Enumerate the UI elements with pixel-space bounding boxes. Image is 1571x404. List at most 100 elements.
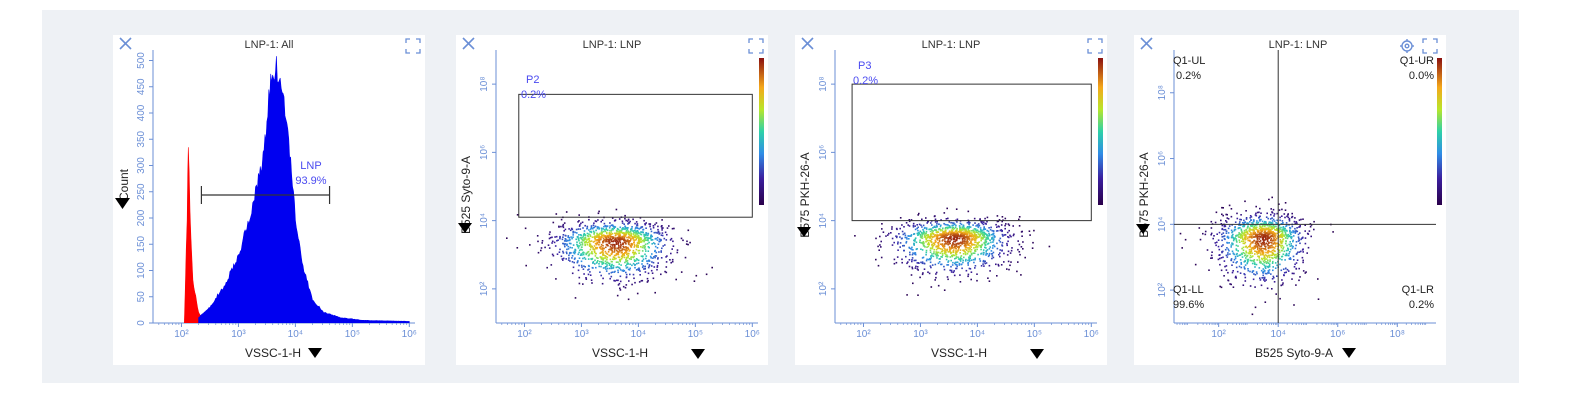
data-point bbox=[1221, 228, 1223, 231]
data-point bbox=[1253, 236, 1255, 238]
data-point bbox=[1240, 252, 1243, 255]
x-axis-menu-triangle-down-icon[interactable] bbox=[1342, 348, 1356, 358]
data-point bbox=[943, 252, 946, 255]
data-point bbox=[984, 262, 986, 265]
x-tick-label: 10⁶ bbox=[745, 329, 760, 340]
scatter-card-p2[interactable]: LNP-1: LNP 10² 10⁴ 10⁶ 10⁸ 10² 10³ 10⁴ 10⁵ 10⁶ … bbox=[456, 35, 768, 365]
data-point bbox=[962, 225, 965, 227]
data-point bbox=[970, 234, 972, 236]
data-point bbox=[625, 273, 628, 276]
data-point bbox=[973, 247, 975, 249]
data-point bbox=[598, 237, 601, 240]
data-point bbox=[594, 259, 596, 262]
data-point bbox=[915, 259, 917, 262]
data-point bbox=[705, 273, 708, 276]
data-point bbox=[937, 254, 939, 257]
data-point bbox=[642, 265, 644, 267]
data-point bbox=[566, 252, 568, 255]
data-point bbox=[968, 232, 971, 235]
quadrant-card[interactable]: LNP-1: LNP 10² 10⁴ 10⁶ 10⁸ 10² 10⁴ 10⁶ 10⁸ Q1-… bbox=[1134, 35, 1446, 365]
data-point bbox=[942, 236, 944, 239]
data-point bbox=[1268, 263, 1271, 266]
data-point bbox=[945, 234, 948, 236]
data-point bbox=[963, 231, 966, 234]
data-point bbox=[643, 233, 645, 236]
plot-title: LNP-1: LNP bbox=[1269, 39, 1328, 51]
data-point bbox=[1249, 217, 1251, 219]
scatter-card-p3[interactable]: LNP-1: LNP 10² 10⁴ 10⁶ 10⁸ 10² 10³ 10⁴ 10⁵ 10⁶ … bbox=[795, 35, 1107, 365]
data-point bbox=[616, 240, 618, 242]
y-axis-menu-triangle-down-icon[interactable] bbox=[1136, 224, 1150, 234]
data-point bbox=[1282, 227, 1284, 229]
expand-icon[interactable] bbox=[1422, 38, 1438, 54]
data-point bbox=[605, 225, 607, 227]
data-point bbox=[959, 229, 961, 231]
data-point bbox=[655, 222, 658, 224]
data-point bbox=[957, 234, 960, 236]
data-point bbox=[959, 222, 962, 225]
x-tick-label: 10⁴ bbox=[288, 329, 303, 340]
data-point bbox=[1270, 246, 1272, 249]
data-point bbox=[597, 226, 600, 229]
data-point bbox=[1278, 227, 1281, 229]
data-point bbox=[977, 223, 980, 225]
quadrant-label-name: Q1-UL bbox=[1173, 55, 1205, 67]
data-point bbox=[1007, 236, 1009, 238]
data-point bbox=[904, 234, 907, 237]
data-point bbox=[635, 252, 637, 255]
data-point bbox=[581, 254, 583, 256]
close-icon[interactable] bbox=[119, 37, 132, 50]
gear-icon[interactable] bbox=[1400, 39, 1414, 53]
data-point bbox=[1271, 242, 1273, 244]
data-point bbox=[1267, 234, 1269, 236]
x-axis-menu-triangle-down-icon[interactable] bbox=[308, 348, 322, 358]
close-icon[interactable] bbox=[462, 37, 475, 50]
y-axis-menu-triangle-down-icon[interactable] bbox=[115, 198, 130, 209]
close-icon[interactable] bbox=[801, 37, 814, 50]
data-point bbox=[622, 242, 624, 244]
data-point bbox=[1240, 234, 1243, 237]
data-point bbox=[590, 225, 593, 227]
expand-icon[interactable] bbox=[405, 38, 421, 54]
data-point bbox=[655, 255, 658, 257]
data-point bbox=[930, 255, 932, 257]
data-point bbox=[551, 253, 554, 256]
data-point bbox=[1232, 239, 1235, 242]
data-point bbox=[981, 231, 984, 234]
data-point bbox=[648, 241, 650, 244]
expand-icon[interactable] bbox=[748, 38, 764, 54]
data-point bbox=[989, 270, 991, 272]
data-point bbox=[1241, 240, 1243, 243]
data-point bbox=[967, 275, 969, 278]
y-axis-menu-triangle-down-icon[interactable] bbox=[458, 223, 472, 233]
data-point bbox=[913, 233, 916, 235]
data-point bbox=[1258, 267, 1261, 269]
data-point bbox=[970, 252, 973, 255]
data-point bbox=[1257, 229, 1259, 231]
data-point bbox=[1292, 235, 1295, 237]
data-point bbox=[576, 244, 579, 247]
data-point bbox=[991, 238, 993, 240]
histogram-card[interactable]: LNP-1: All 0 50 100 150 200 250 300 350 400 450 50… bbox=[113, 35, 425, 365]
data-point bbox=[580, 253, 582, 255]
data-point bbox=[595, 252, 597, 255]
data-point bbox=[891, 226, 893, 228]
data-point bbox=[628, 269, 631, 271]
data-point bbox=[1274, 262, 1277, 264]
data-point bbox=[931, 236, 934, 239]
data-point bbox=[600, 245, 602, 248]
x-axis-menu-triangle-down-icon[interactable] bbox=[691, 349, 705, 359]
x-axis-menu-triangle-down-icon[interactable] bbox=[1030, 349, 1044, 359]
data-point bbox=[602, 261, 605, 264]
data-point bbox=[919, 239, 921, 242]
data-point bbox=[572, 244, 575, 246]
data-point bbox=[1283, 235, 1286, 237]
expand-icon[interactable] bbox=[1087, 38, 1103, 54]
data-point bbox=[1269, 231, 1271, 234]
data-point bbox=[640, 226, 643, 229]
close-icon[interactable] bbox=[1140, 37, 1153, 50]
data-point bbox=[1225, 254, 1228, 257]
data-point bbox=[952, 224, 955, 226]
y-tick-label: 10⁶ bbox=[1157, 151, 1168, 166]
y-axis-menu-triangle-down-icon[interactable] bbox=[797, 227, 811, 237]
